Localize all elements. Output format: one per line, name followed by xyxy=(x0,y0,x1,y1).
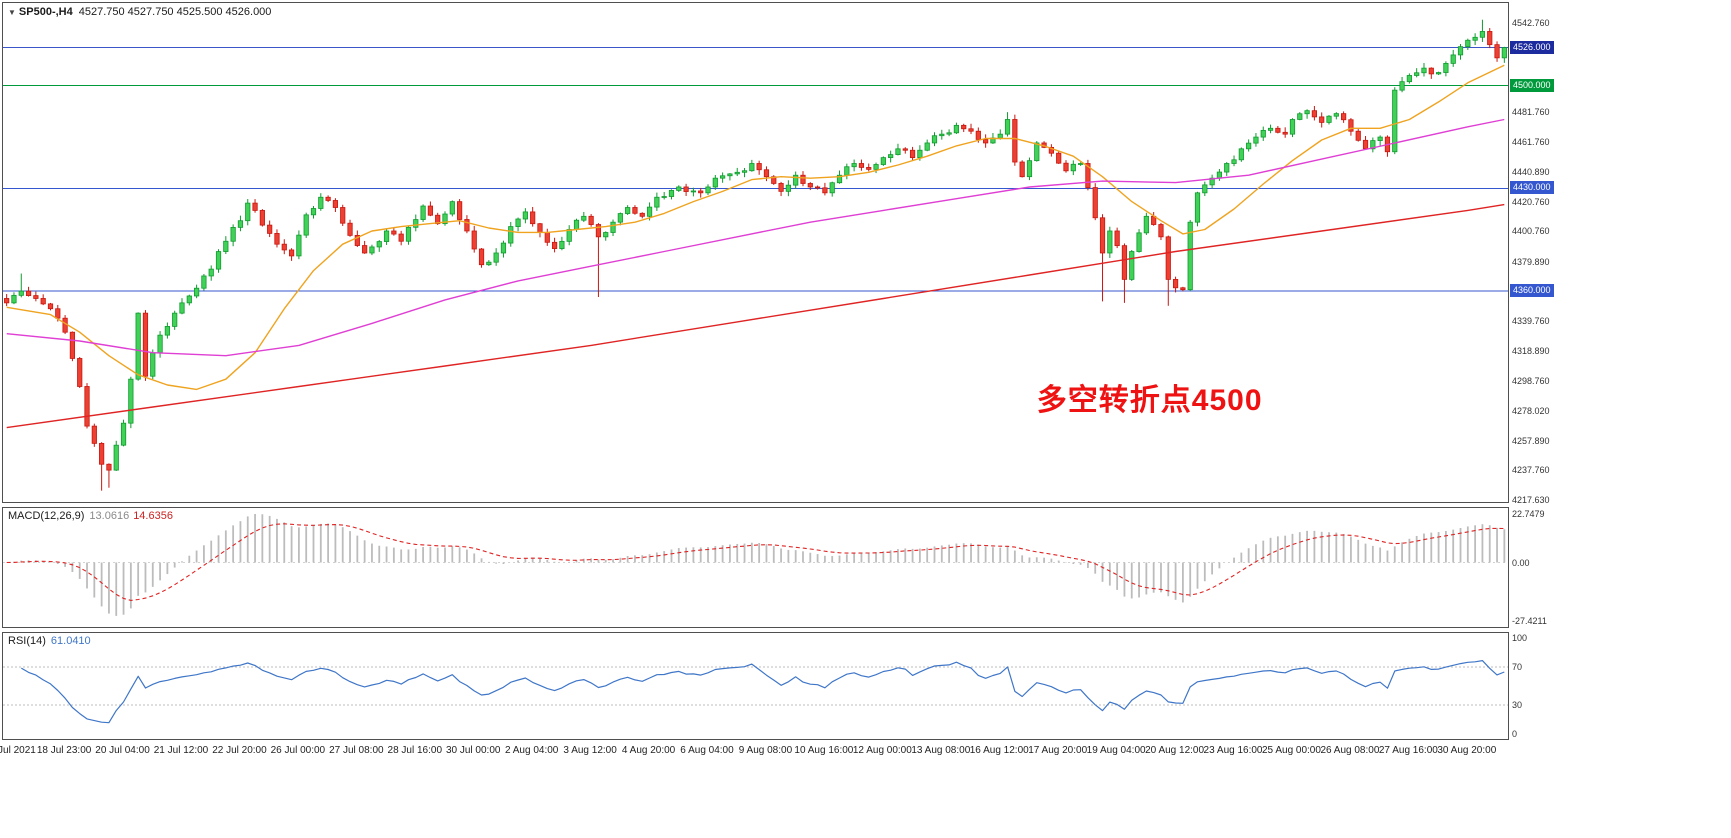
macd-panel[interactable]: MACD(12,26,9) 13.0616 14.6356 xyxy=(2,507,1509,628)
price-level-tag: 4360.000 xyxy=(1510,284,1554,298)
rsi-tick-label: 70 xyxy=(1512,661,1523,672)
chart-annotation: 多空转折点4500 xyxy=(1036,383,1263,417)
time-axis-label: 17 Aug 20:00 xyxy=(1028,745,1088,756)
time-axis-label: 20 Aug 12:00 xyxy=(1145,745,1205,756)
time-axis-label: 3 Aug 12:00 xyxy=(563,745,617,756)
time-axis-label: 27 Jul 08:00 xyxy=(329,745,384,756)
rsi-panel[interactable]: RSI(14) 61.0410 xyxy=(2,632,1509,740)
rsi-value: 61.0410 xyxy=(50,635,91,647)
price-level-tag: 4500.000 xyxy=(1510,78,1554,92)
macd-tick-label: -27.4211 xyxy=(1512,616,1547,626)
time-axis-label: 19 Aug 04:00 xyxy=(1086,745,1146,756)
time-axis-label: 30 Jul 00:00 xyxy=(445,745,501,756)
time-axis-label: 9 Aug 08:00 xyxy=(738,745,793,756)
time-axis-label: 13 Aug 08:00 xyxy=(911,745,971,756)
time-axis-label: 27 Aug 16:00 xyxy=(1378,745,1438,756)
main-chart-panel[interactable]: ▼ SP500-,H4 4527.750 4527.750 4525.500 452… xyxy=(2,2,1509,503)
price-tick-label: 4278.020 xyxy=(1512,406,1550,417)
price-tick-label: 4339.760 xyxy=(1512,315,1550,326)
candlestick-chart-canvas[interactable] xyxy=(3,3,1508,502)
price-tick-label: 4481.760 xyxy=(1512,107,1550,118)
price-tick-label: 4298.760 xyxy=(1512,375,1550,386)
price-tick-label: 4420.760 xyxy=(1512,196,1550,207)
macd-tick-label: 0.00 xyxy=(1512,557,1530,568)
rsi-tick-label: 0 xyxy=(1512,729,1518,739)
time-axis-label: 23 Aug 16:00 xyxy=(1203,745,1263,756)
time-axis-label: 20 Jul 04:00 xyxy=(95,745,150,756)
rsi-chart-canvas[interactable] xyxy=(3,633,1508,739)
time-axis-label: 26 Jul 00:00 xyxy=(270,745,326,756)
rsi-tick-label: 30 xyxy=(1512,700,1523,711)
price-tick-label: 4237.760 xyxy=(1512,465,1550,476)
price-level-tag: 4526.000 xyxy=(1510,40,1554,54)
macd-title: MACD(12,26,9) 13.0616 14.6356 xyxy=(8,510,173,522)
price-tick-label: 4318.890 xyxy=(1512,346,1550,357)
price-tick-label: 4542.760 xyxy=(1512,18,1550,28)
rsi-title: RSI(14) 61.0410 xyxy=(8,635,91,647)
rsi-axis[interactable]: 100 70 30 0 xyxy=(1510,633,1582,739)
time-axis-label: 22 Jul 20:00 xyxy=(212,745,267,756)
time-axis-label: 30 Aug 20:00 xyxy=(1437,745,1497,756)
time-axis-label: 12 Aug 00:00 xyxy=(852,745,912,756)
rsi-tick-label: 100 xyxy=(1512,633,1528,643)
price-tick-label: 4257.890 xyxy=(1512,435,1550,446)
time-axis-label: 26 Aug 08:00 xyxy=(1320,745,1380,756)
chart-title: ▼ SP500-,H4 4527.750 4527.750 4525.500 452… xyxy=(8,6,271,18)
price-axis[interactable]: 4542.760 4481.760 4461.760 4440.890 4420.760… xyxy=(1510,3,1582,505)
time-axis-label: 6 Aug 04:00 xyxy=(680,745,734,756)
time-axis-label: 25 Aug 00:00 xyxy=(1261,745,1321,756)
time-axis-label: 4 Aug 20:00 xyxy=(621,745,676,756)
macd-chart-canvas[interactable] xyxy=(3,508,1508,627)
price-tick-label: 4217.630 xyxy=(1512,495,1550,505)
time-axis-label: 10 Aug 16:00 xyxy=(794,745,854,756)
price-level-tag: 4430.000 xyxy=(1510,181,1554,195)
time-axis-label: 18 Jul 23:00 xyxy=(36,745,92,756)
price-tick-label: 4400.760 xyxy=(1512,226,1550,237)
price-tick-label: 4379.890 xyxy=(1512,256,1550,267)
macd-label: MACD(12,26,9) xyxy=(8,510,85,522)
macd-tick-label: 22.7479 xyxy=(1512,509,1545,519)
ohlc-readout: 4527.750 4527.750 4525.500 4526.000 xyxy=(78,6,272,18)
price-tick-label: 4461.760 xyxy=(1512,136,1550,147)
time-axis-label: 16 Aug 12:00 xyxy=(969,745,1029,756)
price-tick-label: 4440.890 xyxy=(1512,167,1550,178)
time-axis-label: 2 Aug 04:00 xyxy=(504,745,559,756)
symbol-period-label: SP500-,H4 xyxy=(18,6,73,18)
symbol-marker-icon: ▼ xyxy=(8,8,16,17)
macd-main-value: 13.0616 xyxy=(89,510,130,522)
time-axis-label: 15 Jul 2021 xyxy=(0,745,36,756)
time-axis-label: 28 Jul 16:00 xyxy=(387,745,443,756)
macd-axis[interactable]: 22.7479 0.00 -27.4211 xyxy=(1510,508,1582,627)
time-axis-label: 21 Jul 12:00 xyxy=(153,745,209,756)
rsi-label: RSI(14) xyxy=(8,635,46,647)
macd-signal-value: 14.6356 xyxy=(133,510,173,522)
